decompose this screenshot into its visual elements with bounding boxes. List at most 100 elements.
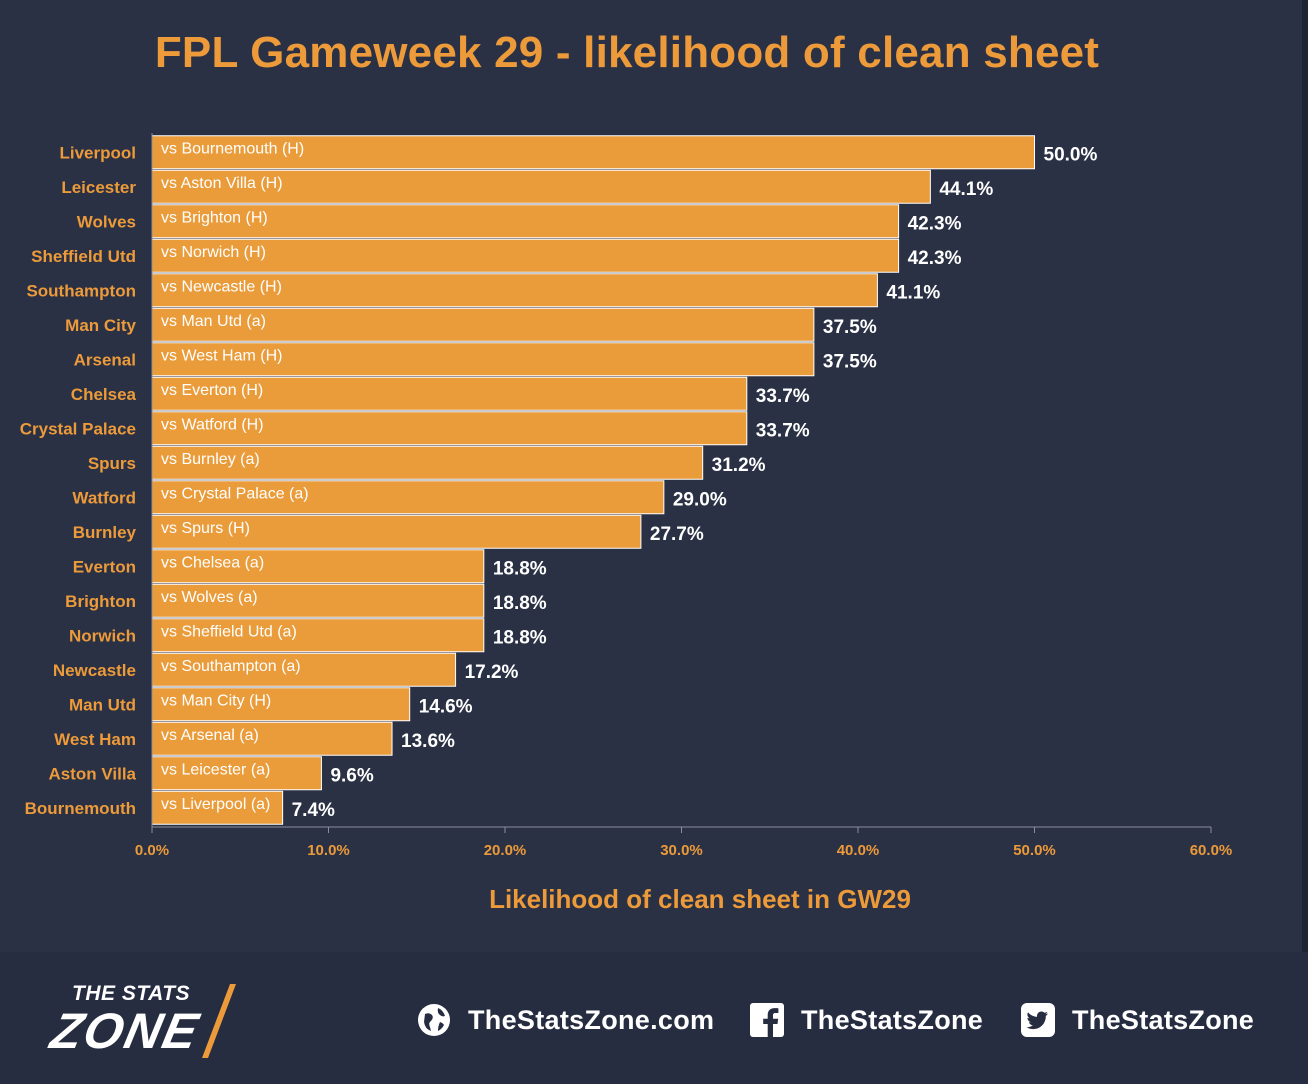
fixture-label: vs Liverpool (a) xyxy=(161,796,270,813)
team-label: Norwich xyxy=(69,626,136,645)
fixture-label: vs West Ham (H) xyxy=(161,347,282,364)
bar xyxy=(151,687,411,722)
fixture-label: vs Sheffield Utd (a) xyxy=(161,623,297,640)
team-label: Liverpool xyxy=(59,143,136,162)
fixture-label: vs Watford (H) xyxy=(161,416,264,433)
facebook-icon xyxy=(750,1003,784,1038)
data-label: 41.1% xyxy=(886,282,940,303)
fixture-label: vs Leicester (a) xyxy=(161,761,270,778)
fixture-label: vs Southampton (a) xyxy=(161,658,301,675)
website-text: TheStatsZone.com xyxy=(468,1004,715,1035)
bar xyxy=(151,652,457,687)
fixture-label: vs Man Utd (a) xyxy=(161,313,266,330)
x-tick-label: 0.0% xyxy=(135,842,169,859)
team-label: Leicester xyxy=(61,178,136,197)
team-label: Sheffield Utd xyxy=(31,247,136,266)
x-tick-label: 40.0% xyxy=(837,842,880,859)
bar xyxy=(151,790,284,825)
data-label: 17.2% xyxy=(465,662,519,683)
globe-icon xyxy=(418,1004,450,1036)
team-label: Bournemouth xyxy=(25,799,136,818)
team-label: Southampton xyxy=(26,281,136,300)
fixture-label: vs Brighton (H) xyxy=(161,209,268,226)
fixture-label: vs Crystal Palace (a) xyxy=(161,485,309,502)
bar xyxy=(151,480,665,515)
fixture-label: vs Norwich (H) xyxy=(161,244,266,261)
panel-divider xyxy=(1302,0,1308,952)
bar-chart: Liverpool vs Bournemouth (H) 50.0% Leiceste… xyxy=(20,133,1232,859)
bar xyxy=(151,618,485,653)
team-label: Burnley xyxy=(73,523,137,542)
bar xyxy=(151,583,485,618)
team-label: Brighton xyxy=(65,592,136,611)
team-label: Spurs xyxy=(88,454,136,473)
team-label: Everton xyxy=(73,557,136,576)
bar xyxy=(151,342,815,377)
data-label: 13.6% xyxy=(401,731,455,752)
data-label: 37.5% xyxy=(823,351,877,372)
data-label: 7.4% xyxy=(292,800,335,821)
fixture-label: vs Bournemouth (H) xyxy=(161,140,304,157)
data-label: 50.0% xyxy=(1044,144,1098,165)
facebook-text: TheStatsZone xyxy=(801,1004,984,1035)
bar xyxy=(151,135,1035,170)
data-label: 18.8% xyxy=(493,558,547,579)
x-tick-label: 10.0% xyxy=(307,842,350,859)
data-label: 27.7% xyxy=(650,524,704,545)
data-label: 42.3% xyxy=(908,213,962,234)
fixture-label: vs Arsenal (a) xyxy=(161,727,259,744)
x-tick-label: 20.0% xyxy=(484,842,527,859)
data-label: 9.6% xyxy=(330,765,373,786)
data-label: 31.2% xyxy=(712,455,766,476)
fixture-label: vs Wolves (a) xyxy=(161,589,258,606)
fixture-label: vs Spurs (H) xyxy=(161,520,250,537)
x-tick-label: 30.0% xyxy=(660,842,703,859)
team-label: Crystal Palace xyxy=(20,419,136,438)
twitter-text: TheStatsZone xyxy=(1072,1004,1255,1035)
fixture-label: vs Man City (H) xyxy=(161,692,271,709)
website-link[interactable]: TheStatsZone.com xyxy=(416,1000,714,1040)
chart-title: FPL Gameweek 29 - likelihood of clean sh… xyxy=(154,28,1100,77)
bar xyxy=(151,445,704,480)
bar xyxy=(151,307,815,342)
team-label: Newcastle xyxy=(53,661,136,680)
fixture-label: vs Aston Villa (H) xyxy=(161,175,283,192)
logo-accent-icon xyxy=(202,984,236,1058)
bar xyxy=(151,204,900,239)
x-axis-title: Likelihood of clean sheet in GW29 xyxy=(489,884,911,914)
team-label: Chelsea xyxy=(71,385,137,404)
data-label: 18.8% xyxy=(493,593,547,614)
chart-panel: FPL Gameweek 29 - likelihood of clean sh… xyxy=(19,28,1233,914)
facebook-link[interactable]: TheStatsZone xyxy=(749,1000,983,1040)
bar xyxy=(151,273,878,308)
team-label: West Ham xyxy=(54,730,136,749)
logo-text-top: THE STATS xyxy=(72,982,191,1005)
team-label: Man City xyxy=(65,316,136,335)
x-tick-label: 50.0% xyxy=(1013,842,1056,859)
bar xyxy=(151,238,900,273)
team-label: Arsenal xyxy=(74,350,136,369)
data-label: 33.7% xyxy=(756,386,810,407)
data-label: 14.6% xyxy=(419,696,473,717)
stats-zone-logo[interactable]: THE STATS ZONE xyxy=(46,978,282,1064)
team-label: Man Utd xyxy=(69,695,136,714)
twitter-link[interactable]: TheStatsZone xyxy=(1020,1000,1254,1040)
fixture-label: vs Newcastle (H) xyxy=(161,278,282,295)
twitter-icon xyxy=(1021,1003,1055,1037)
data-label: 18.8% xyxy=(493,627,547,648)
bar xyxy=(151,549,485,584)
team-label: Watford xyxy=(72,488,136,507)
bar xyxy=(151,169,931,204)
data-label: 42.3% xyxy=(908,248,962,269)
data-label: 33.7% xyxy=(756,420,810,441)
data-label: 29.0% xyxy=(673,489,727,510)
data-label: 44.1% xyxy=(939,179,993,200)
fixture-label: vs Everton (H) xyxy=(161,382,263,399)
team-label: Wolves xyxy=(77,212,136,231)
footer: THE STATS ZONE xyxy=(0,952,1308,1084)
bar xyxy=(151,514,642,549)
data-label: 37.5% xyxy=(823,317,877,338)
team-label: Aston Villa xyxy=(48,764,136,783)
fixture-label: vs Burnley (a) xyxy=(161,451,260,468)
bar xyxy=(151,721,393,756)
